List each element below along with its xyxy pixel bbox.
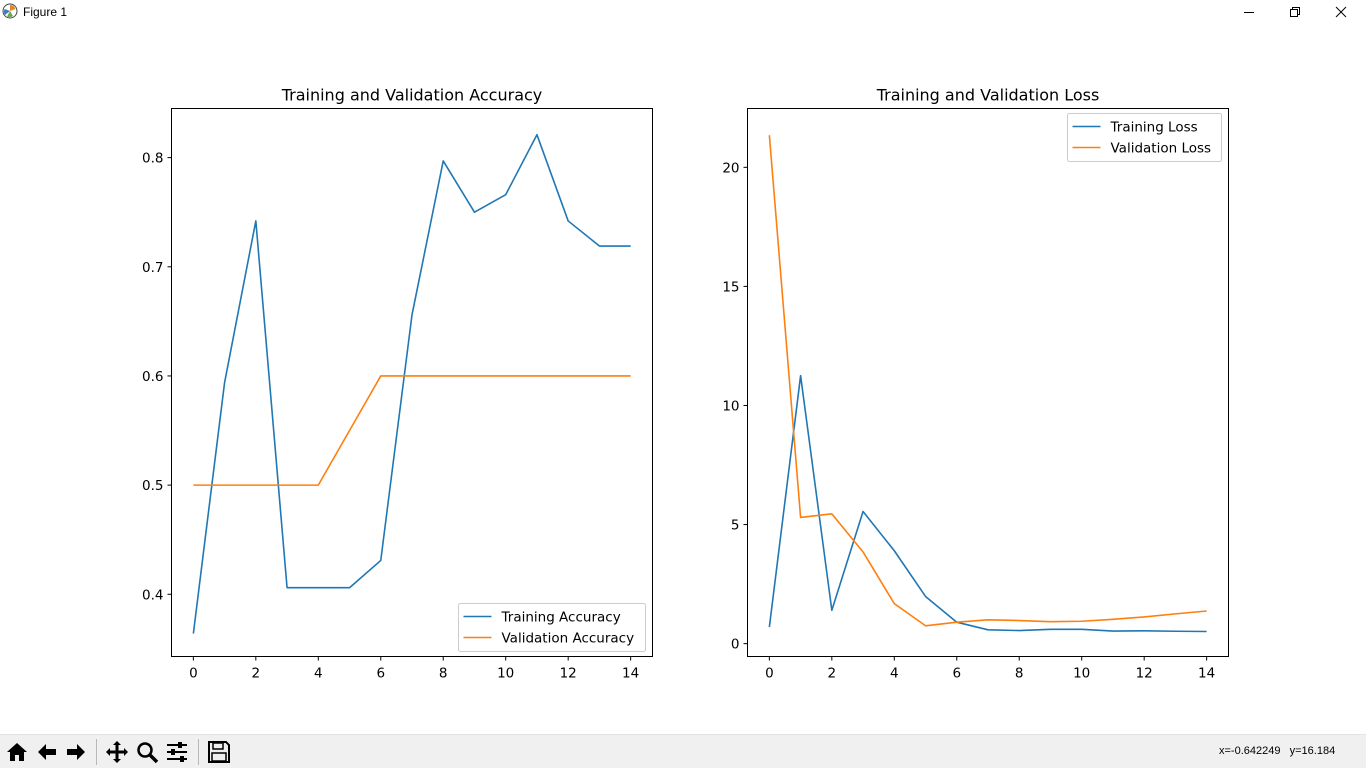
legend-label: Validation Accuracy: [502, 631, 635, 647]
x-tick-label: 6: [952, 666, 961, 682]
y-tick-label: 10: [722, 398, 739, 414]
x-tick-label: 0: [189, 666, 198, 682]
navigation-toolbar: x=-0.642249 y=16.184: [0, 734, 1366, 768]
x-tick-label: 8: [1015, 666, 1024, 682]
x-tick-label: 10: [497, 666, 514, 682]
x-tick-label: 12: [560, 666, 577, 682]
y-tick-label: 0.6: [142, 369, 163, 385]
toolbar-separator: [96, 739, 97, 765]
y-tick-label: 0: [731, 637, 740, 653]
y-tick-label: 15: [722, 279, 739, 295]
restore-button[interactable]: [1272, 0, 1318, 24]
legend-box: [1067, 113, 1222, 162]
y-tick-label: 0.8: [142, 151, 163, 167]
zoom-button[interactable]: [133, 738, 161, 766]
app-icon: [2, 3, 18, 19]
pan-icon: [106, 741, 128, 763]
series-line-validation: [193, 375, 631, 486]
back-button[interactable]: [33, 738, 61, 766]
figure-canvas[interactable]: Training and Validation Accuracy 0 2 4 6 8 10 1…: [0, 24, 1366, 734]
minimize-icon: [1244, 12, 1254, 13]
toolbar-separator: [198, 739, 199, 765]
pan-button[interactable]: [103, 738, 131, 766]
x-tick-label: 6: [376, 666, 385, 682]
legend-box: [458, 603, 646, 652]
minimize-button[interactable]: [1226, 0, 1272, 24]
series-line-training: [768, 374, 1207, 633]
configure-subplots-icon: [167, 742, 187, 762]
back-arrow-icon: [38, 744, 56, 760]
legend-label: Training Loss: [1110, 120, 1198, 136]
accuracy-chart: Training and Validation Accuracy 0 2 4 6 8 10 1…: [142, 86, 653, 682]
series-line-training: [192, 133, 631, 634]
configure-subplots-button[interactable]: [163, 738, 191, 766]
close-icon: [1335, 6, 1347, 18]
y-tick-label: 0.7: [142, 260, 163, 276]
x-tick-label: 8: [439, 666, 448, 682]
y-tick-label: 0.5: [142, 478, 163, 494]
forward-button[interactable]: [62, 738, 90, 766]
series-line-validation: [768, 135, 1207, 627]
loss-chart: Training and Validation Loss 0 2 4 6 8 10 12 14 0…: [722, 86, 1229, 682]
legend-label: Validation Loss: [1111, 141, 1212, 157]
forward-arrow-icon: [67, 744, 85, 760]
x-tick-label: 2: [828, 666, 837, 682]
axes-frame: [747, 108, 1229, 657]
x-tick-label: 2: [252, 666, 261, 682]
x-tick-label: 12: [1136, 666, 1153, 682]
y-tick-label: 20: [722, 160, 739, 176]
x-tick-label: 14: [622, 666, 639, 682]
legend-label: Training Accuracy: [501, 610, 621, 626]
home-button[interactable]: [3, 738, 31, 766]
x-tick-label: 4: [890, 666, 899, 682]
x-tick-label: 0: [765, 666, 774, 682]
chart-title: Training and Validation Loss: [876, 86, 1100, 105]
axes-frame: [171, 108, 653, 657]
window-title: Figure 1: [23, 5, 68, 19]
save-icon: [208, 741, 230, 763]
chart-title: Training and Validation Accuracy: [281, 86, 543, 105]
x-tick-label: 14: [1198, 666, 1215, 682]
y-tick-label: 0.4: [142, 587, 163, 603]
y-tick-label: 5: [731, 518, 740, 534]
cursor-coordinates: x=-0.642249 y=16.184: [1219, 745, 1336, 757]
x-tick-label: 4: [314, 666, 323, 682]
restore-icon: [1290, 7, 1300, 17]
close-button[interactable]: [1318, 0, 1364, 24]
home-icon: [7, 743, 27, 761]
x-tick-label: 10: [1073, 666, 1090, 682]
window-titlebar: Figure 1: [0, 0, 1366, 24]
save-button[interactable]: [205, 738, 233, 766]
zoom-icon: [137, 742, 159, 764]
